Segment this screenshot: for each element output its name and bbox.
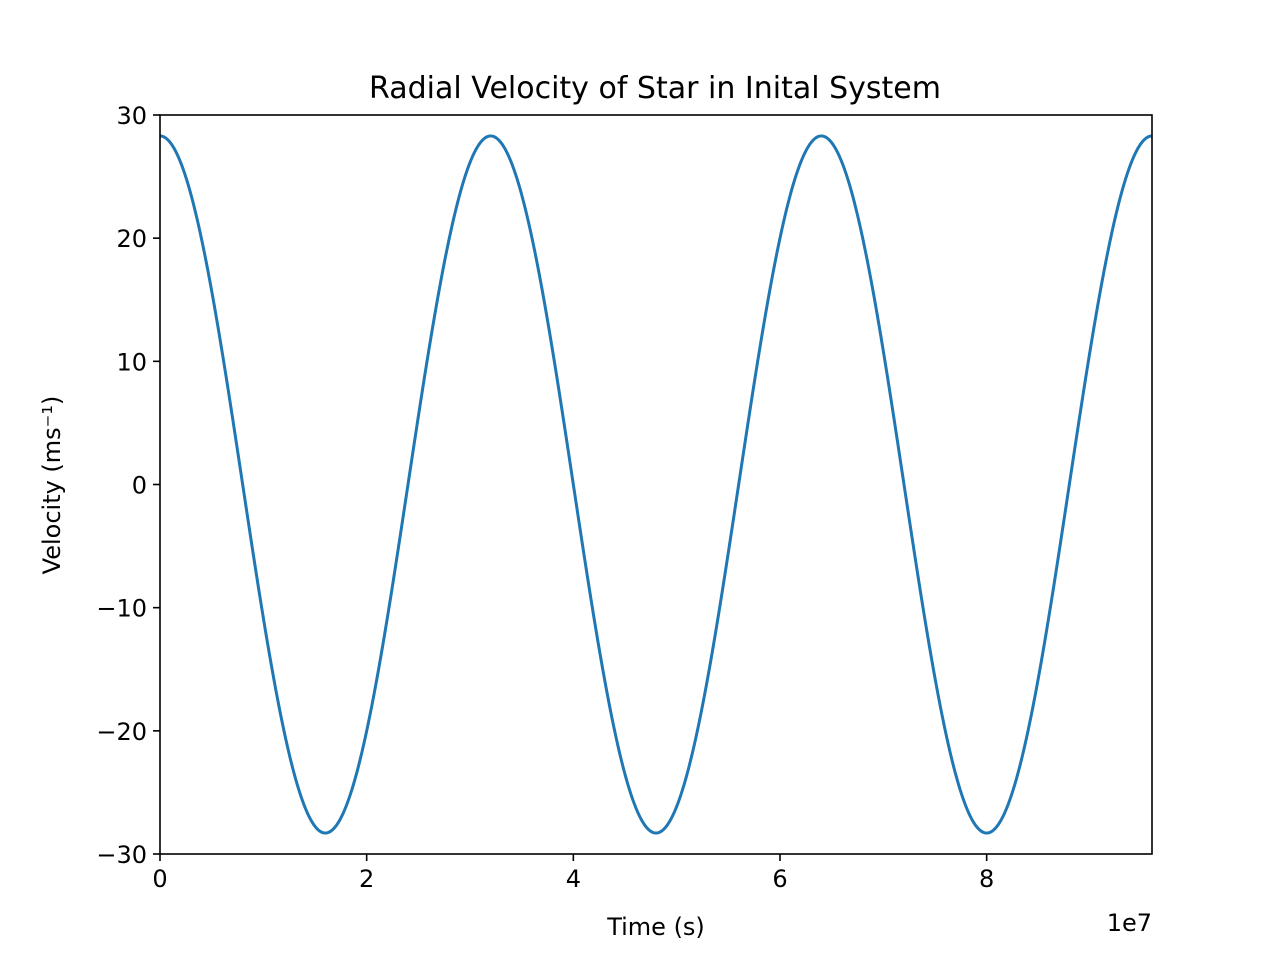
x-tick-label: 2 — [359, 865, 374, 893]
y-tick-label: −10 — [96, 595, 147, 623]
y-tick-label: 20 — [116, 225, 147, 253]
x-axis-offset-text: 1e7 — [1107, 909, 1152, 937]
x-axis-label-text: Time (s) — [606, 913, 705, 941]
y-axis: 30 20 10 0 −10 −20 −30 — [96, 102, 160, 869]
x-tick-label: 0 — [152, 865, 167, 893]
y-tick-label: −30 — [96, 841, 147, 869]
x-axis-label: Time (s) — [606, 913, 705, 941]
y-axis-label: Velocity (ms⁻¹) — [38, 396, 66, 575]
y-tick-label: 0 — [132, 472, 147, 500]
y-tick-label: 10 — [116, 348, 147, 376]
y-tick-label: −20 — [96, 718, 147, 746]
x-tick-label: 6 — [772, 865, 787, 893]
x-axis: 0 2 4 6 8 — [152, 854, 994, 893]
y-tick-label: 30 — [116, 102, 147, 130]
series-line — [159, 134, 1153, 835]
chart-title: Radial Velocity of Star in Inital System — [369, 71, 941, 106]
x-tick-label: 4 — [566, 865, 581, 893]
y-axis-label-text: Velocity (ms⁻¹) — [38, 396, 66, 575]
x-tick-label: 8 — [979, 865, 994, 893]
